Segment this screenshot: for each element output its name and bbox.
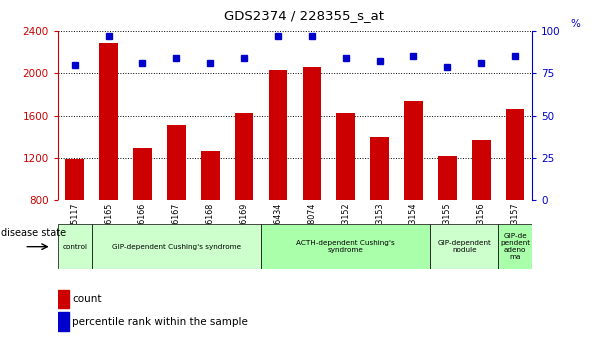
Text: control: control [62, 244, 87, 250]
Text: GSM86165: GSM86165 [104, 203, 113, 246]
Bar [498, 224, 532, 269]
Bar [92, 224, 261, 269]
Bar [58, 224, 92, 269]
Text: GSM93156: GSM93156 [477, 203, 486, 246]
Bar [430, 224, 498, 269]
Text: GSM86434: GSM86434 [274, 203, 283, 246]
Bar [133, 148, 152, 200]
Text: GDS2374 / 228355_s_at: GDS2374 / 228355_s_at [224, 9, 384, 22]
Text: GSM93157: GSM93157 [511, 203, 520, 246]
Text: GIP-dependent
nodule: GIP-dependent nodule [437, 240, 491, 253]
Bar [506, 109, 524, 200]
Bar [472, 140, 491, 200]
Text: GSM86167: GSM86167 [172, 203, 181, 246]
Bar [66, 159, 84, 200]
Text: GSM93155: GSM93155 [443, 203, 452, 246]
Bar [438, 156, 457, 200]
Bar [167, 125, 185, 200]
Text: GSM86166: GSM86166 [138, 203, 147, 246]
Bar [404, 101, 423, 200]
Text: %: % [570, 19, 580, 29]
Bar [58, 290, 69, 308]
Text: GSM88074: GSM88074 [307, 203, 316, 246]
Bar [99, 43, 118, 200]
Text: GSM93153: GSM93153 [375, 203, 384, 246]
Bar [370, 137, 389, 200]
Bar [336, 113, 355, 200]
Bar [261, 224, 430, 269]
Text: GSM86169: GSM86169 [240, 203, 249, 246]
Bar [303, 67, 321, 200]
Text: GSM85117: GSM85117 [70, 203, 79, 246]
Bar [269, 70, 287, 200]
Text: count: count [72, 294, 102, 304]
Text: disease state: disease state [1, 228, 66, 238]
Bar [58, 313, 69, 331]
Bar [235, 114, 254, 200]
Bar [201, 151, 219, 200]
Text: GIP-de
pendent
adeno
ma: GIP-de pendent adeno ma [500, 233, 530, 260]
Text: GSM86168: GSM86168 [206, 203, 215, 246]
Text: GSM93154: GSM93154 [409, 203, 418, 246]
Text: GIP-dependent Cushing's syndrome: GIP-dependent Cushing's syndrome [112, 244, 241, 250]
Text: percentile rank within the sample: percentile rank within the sample [72, 317, 248, 327]
Text: GSM93152: GSM93152 [341, 203, 350, 246]
Text: ACTH-dependent Cushing's
syndrome: ACTH-dependent Cushing's syndrome [296, 240, 395, 253]
